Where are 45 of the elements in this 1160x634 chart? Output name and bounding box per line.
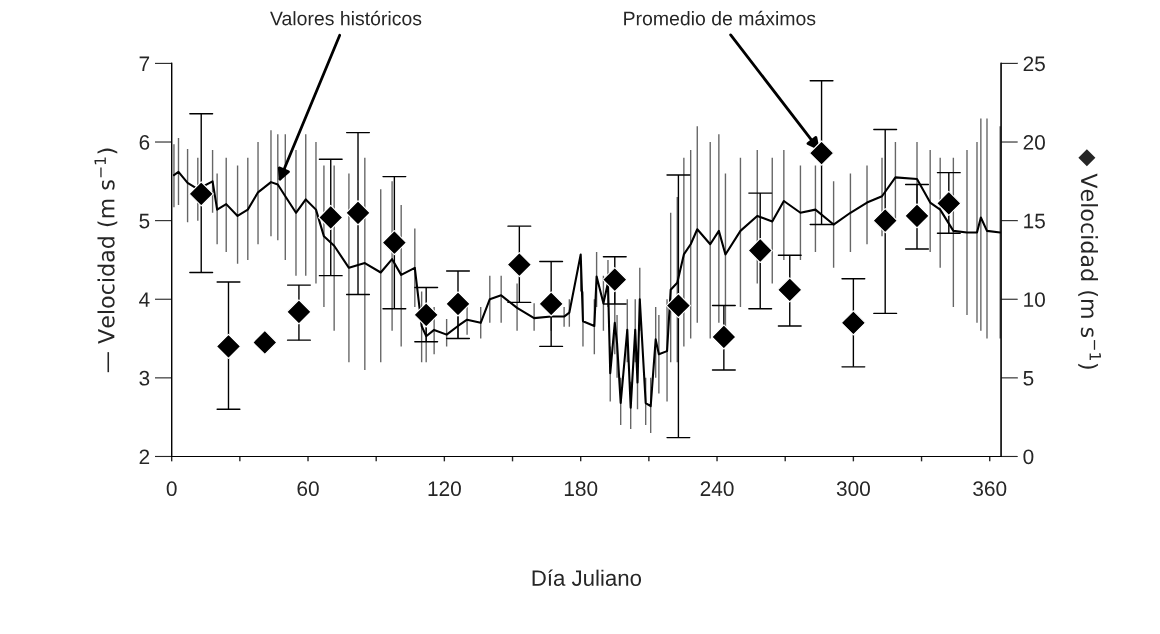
point [936,190,962,216]
x-tick-label: 300 [836,481,870,497]
point [318,204,344,231]
y-tick-label: 4 [139,292,150,307]
y-tick-label: 7 [139,56,150,71]
point [602,267,628,293]
point [904,203,930,229]
annotation: Valores históricos [270,10,422,26]
y2-tick-label: 5 [1023,371,1034,386]
x-tick-label: 360 [973,481,1007,497]
y2-tick-label: 15 [1024,213,1045,229]
point [872,208,898,234]
point [286,299,312,325]
point [215,333,242,360]
x-tick-label: 0 [166,481,177,497]
point [381,230,407,256]
point [345,200,371,226]
y-tick-label: 3 [139,370,150,386]
y2-tick-label: 25 [1023,56,1045,72]
point [538,291,564,317]
point [665,292,691,319]
x-tick-label: 240 [700,481,734,497]
y2-tick-label: 0 [1023,449,1034,465]
point [506,252,532,278]
y-axis-title: — Velocidad (m s$^{−1}$) [94,148,118,373]
y2-tick-label: 20 [1023,135,1045,150]
point [188,181,214,207]
point [808,140,835,166]
point [777,277,803,303]
y2-tick-label: 10 [1024,292,1045,307]
y-tick-label: 2 [139,449,150,465]
annotation: Promedio de máximos [624,10,816,26]
x-tick-label: 60 [297,481,319,497]
x-tick-label: 180 [564,481,598,497]
y-tick-label: 6 [139,135,150,150]
point [252,329,278,356]
x-tick-label: 120 [428,481,461,497]
y-tick-label: 5 [139,213,150,229]
point [413,302,439,328]
point [840,310,866,336]
point [747,237,773,264]
point [445,291,471,317]
x-axis-title: Día Juliano [532,569,642,586]
point [711,324,737,350]
y2-axis-title: ◆ Velocidad (m s$^{−1}$) [1078,149,1101,369]
